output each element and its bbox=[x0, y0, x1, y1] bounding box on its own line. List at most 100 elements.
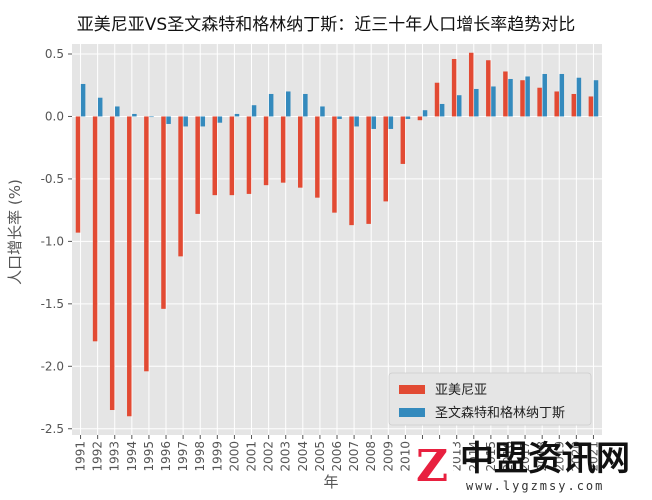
watermark: Z 中盟资讯网 www.lygzmsy.com bbox=[411, 439, 630, 493]
bar-svg-2005 bbox=[320, 106, 325, 117]
x-tick-label: 2017 bbox=[518, 441, 532, 472]
bar-svg-2011 bbox=[422, 110, 428, 117]
bar-armenia-1996 bbox=[161, 116, 166, 309]
bar-armenia-1997 bbox=[178, 116, 183, 257]
y-tick-label: 0.0 bbox=[45, 109, 64, 123]
x-tick-label: 1999 bbox=[210, 441, 224, 472]
x-tick-label: 2006 bbox=[330, 441, 344, 472]
x-tick-label: 2004 bbox=[296, 441, 310, 472]
watermark-logo-icon: Z bbox=[416, 441, 448, 492]
bar-armenia-2019 bbox=[554, 91, 559, 117]
bar-armenia-2015 bbox=[486, 60, 491, 117]
x-tick-label: 2021 bbox=[586, 441, 600, 472]
bar-svg-2021 bbox=[593, 80, 599, 117]
x-tick-label: 2000 bbox=[227, 441, 241, 472]
x-tick-label: 1995 bbox=[142, 441, 156, 472]
y-tick-label: 0.5 bbox=[45, 47, 64, 61]
bar-svg-2018 bbox=[542, 73, 547, 117]
bar-armenia-2013 bbox=[451, 58, 457, 117]
x-tick-label: 1993 bbox=[108, 441, 122, 472]
bar-armenia-2001 bbox=[246, 116, 252, 194]
bar-svg-1992 bbox=[97, 97, 103, 117]
x-tick-label: 1992 bbox=[91, 441, 105, 472]
bar-armenia-1993 bbox=[109, 116, 115, 411]
bar-svg-1998 bbox=[200, 116, 206, 127]
x-tick-label: 2008 bbox=[364, 441, 378, 472]
x-tick-label: 1997 bbox=[176, 441, 190, 472]
y-axis-label: 人口增长率 (%) bbox=[6, 179, 24, 285]
y-tick-label: -2.0 bbox=[41, 359, 64, 373]
bar-armenia-2010 bbox=[400, 116, 406, 164]
chart-title: 亚美尼亚VS圣文森特和格林纳丁斯：近三十年人口增长率趋势对比 bbox=[77, 15, 575, 35]
x-tick-label: 2009 bbox=[381, 441, 395, 472]
x-tick-label: 2018 bbox=[535, 441, 549, 472]
bar-armenia-2008 bbox=[366, 116, 371, 224]
watermark-name: 中盟资讯网 bbox=[460, 439, 630, 479]
bar-svg-2006 bbox=[337, 116, 342, 119]
x-tick-label: 2020 bbox=[569, 441, 583, 472]
bar-armenia-2006 bbox=[332, 116, 337, 213]
bar-armenia-2018 bbox=[537, 87, 542, 117]
x-tick-label: 2014 bbox=[467, 441, 481, 472]
bar-armenia-2012 bbox=[434, 82, 440, 117]
legend-swatch bbox=[399, 385, 425, 394]
legend-box bbox=[388, 372, 592, 426]
x-tick-label: 2002 bbox=[262, 441, 276, 472]
legend-swatch bbox=[399, 408, 425, 417]
bar-svg-2010 bbox=[405, 116, 411, 119]
x-tick-label: 2001 bbox=[245, 441, 259, 472]
bar-svg-2017 bbox=[525, 76, 530, 117]
x-tick-label: 2010 bbox=[398, 441, 412, 472]
bar-svg-2004 bbox=[303, 93, 308, 117]
x-tick-label: 2015 bbox=[484, 441, 498, 472]
bar-svg-2002 bbox=[268, 93, 274, 117]
legend-label: 圣文森特和格林纳丁斯 bbox=[435, 405, 565, 421]
bar-svg-2007 bbox=[354, 116, 359, 127]
y-tick-label: -1.0 bbox=[41, 234, 64, 248]
bar-svg-2020 bbox=[576, 77, 582, 117]
watermark-url: www.lygzmsy.com bbox=[466, 479, 604, 493]
bar-armenia-2009 bbox=[383, 116, 388, 202]
x-tick-label: 2003 bbox=[279, 441, 293, 472]
bar-armenia-1991 bbox=[75, 116, 81, 233]
bar-svg-2009 bbox=[388, 116, 394, 129]
bar-armenia-2003 bbox=[280, 116, 286, 183]
legend-label: 亚美尼亚 bbox=[435, 383, 487, 398]
bar-svg-1993 bbox=[115, 106, 120, 117]
bar-svg-2015 bbox=[491, 86, 496, 117]
bar-armenia-2005 bbox=[315, 116, 320, 198]
x-tick-label: 2007 bbox=[347, 441, 361, 472]
bar-svg-1997 bbox=[183, 116, 188, 127]
bar-armenia-1995 bbox=[144, 116, 149, 372]
bar-armenia-2016 bbox=[503, 71, 508, 117]
bar-armenia-2014 bbox=[468, 52, 474, 117]
bar-armenia-2020 bbox=[571, 93, 577, 117]
bar-svg-1991 bbox=[80, 83, 86, 117]
bar-armenia-1994 bbox=[127, 116, 132, 417]
y-tick-label: -2.5 bbox=[41, 422, 64, 436]
bar-svg-1996 bbox=[166, 116, 171, 124]
bar-svg-2013 bbox=[456, 95, 462, 117]
bar-armenia-1999 bbox=[212, 116, 218, 196]
bar-armenia-2011 bbox=[417, 116, 423, 121]
bar-armenia-2000 bbox=[229, 116, 235, 196]
bar-svg-2012 bbox=[439, 103, 445, 117]
y-tick-label: -0.5 bbox=[41, 172, 64, 186]
bar-svg-2014 bbox=[474, 88, 479, 117]
x-tick-label: 1998 bbox=[193, 441, 207, 472]
watermark-logo-bg bbox=[411, 440, 453, 488]
bar-armenia-2021 bbox=[588, 96, 594, 117]
bar-armenia-1998 bbox=[195, 116, 200, 214]
bar-svg-1999 bbox=[217, 116, 223, 123]
bar-armenia-2002 bbox=[263, 116, 269, 186]
bar-svg-2000 bbox=[234, 113, 240, 117]
bar-svg-2001 bbox=[251, 105, 257, 117]
bar-svg-2003 bbox=[286, 91, 291, 117]
bar-armenia-1992 bbox=[92, 116, 98, 342]
bar-svg-2019 bbox=[559, 73, 565, 117]
x-tick-label: 2016 bbox=[501, 441, 515, 472]
x-axis-label: 年 bbox=[323, 473, 338, 491]
x-tick-label: 2019 bbox=[552, 441, 566, 472]
